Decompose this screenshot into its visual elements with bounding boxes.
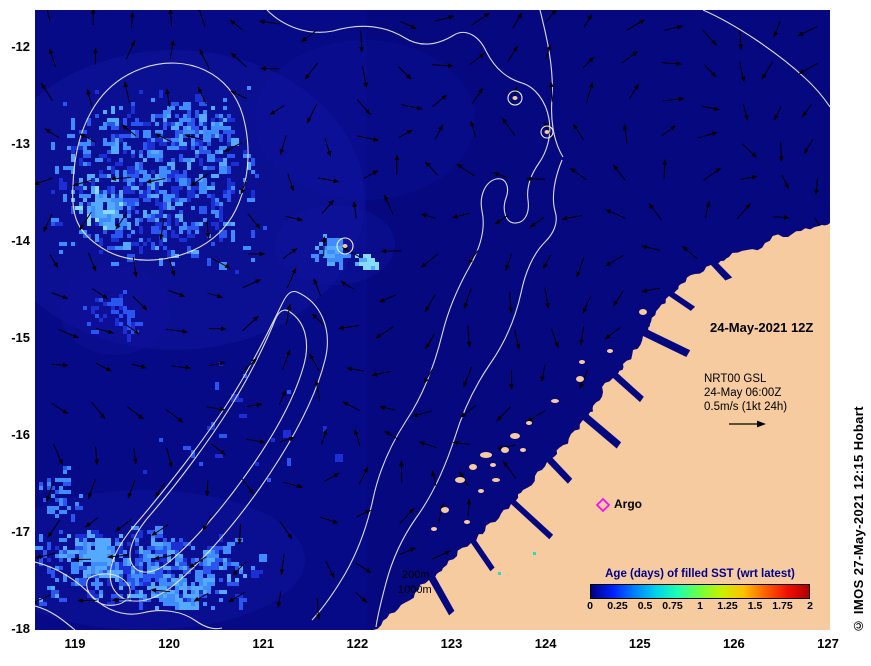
- y-tick-label: -13: [11, 136, 30, 151]
- bathymetry-contour: [109, 290, 328, 602]
- colorbar-tick-label: 1.75: [772, 600, 793, 612]
- reef-contour: [540, 125, 554, 139]
- colorbar-tick-label: 2: [807, 600, 813, 612]
- bathymetry-contour: [129, 309, 308, 573]
- x-tick-label: 125: [628, 636, 651, 651]
- x-tick-label: 126: [723, 636, 745, 651]
- velocity-scale-label: 0.5m/s (1kt 24h): [704, 401, 788, 413]
- mainland: [373, 223, 830, 630]
- island: [441, 507, 449, 513]
- x-tick-label: 119: [64, 636, 86, 651]
- bathymetry-contour: [266, 10, 551, 621]
- colorbar-tick-label: 1.25: [717, 600, 738, 612]
- island: [492, 478, 500, 482]
- island: [551, 399, 559, 403]
- x-tick-label: 122: [346, 636, 369, 651]
- model-datetime-label: 24-May 06:00Z: [704, 387, 782, 399]
- island: [490, 463, 496, 467]
- colorbar-tick-label: 1.5: [747, 600, 763, 612]
- model-name-label: NRT00 GSL: [704, 373, 767, 385]
- x-tick-label: 123: [440, 636, 463, 651]
- y-tick-label: -14: [11, 233, 30, 248]
- colorbar-gradient-bar: [590, 584, 810, 599]
- velocity-reference-arrowhead: [757, 420, 766, 428]
- colorbar-tick-label: 0: [587, 600, 593, 612]
- island: [464, 520, 470, 524]
- land-layer: [336, 90, 830, 630]
- argo-label: Argo: [614, 497, 642, 511]
- island: [607, 349, 613, 353]
- nearshore-speck: [498, 572, 501, 575]
- island: [455, 477, 465, 483]
- bathymetry-contour: [35, 561, 223, 630]
- island: [478, 489, 484, 493]
- bathymetry-contours-layer: [35, 10, 830, 630]
- reef-island: [342, 244, 348, 248]
- y-tick-label: -12: [11, 39, 30, 54]
- sst-age-patches-layer: [35, 86, 379, 610]
- map-datetime-label: 24-May-2021 12Z: [710, 320, 814, 335]
- nearshore-speck: [533, 552, 536, 555]
- x-tick-label: 127: [817, 636, 839, 651]
- island: [579, 360, 585, 364]
- x-tick-label: 120: [158, 636, 180, 651]
- island: [576, 376, 584, 382]
- current-vectors-layer: [35, 10, 825, 620]
- bathymetry-contour: [375, 159, 563, 628]
- bathymetry-contour: [86, 573, 131, 606]
- island: [526, 421, 532, 425]
- depth-1000m-label: 1000m: [398, 584, 432, 596]
- bathymetry-contour: [702, 10, 830, 108]
- x-tick-label: 121: [252, 636, 275, 651]
- map-markers-layer: [498, 420, 766, 575]
- island: [510, 433, 520, 439]
- bathymetry-contour: [72, 62, 249, 261]
- reef-contour: [507, 90, 523, 106]
- island: [469, 464, 477, 470]
- bathymetry-contour: [35, 605, 76, 630]
- reef-contour: [336, 237, 354, 255]
- island: [431, 527, 437, 531]
- colorbar-tick-label: 0.75: [662, 600, 683, 612]
- island: [639, 309, 647, 315]
- reef-island: [512, 96, 518, 100]
- colorbar-tick-label: 1: [697, 600, 703, 612]
- y-tick-label: -16: [11, 427, 30, 442]
- colorbar-tick-labels: 0 0.25 0.5 0.75 1 1.25 1.5 1.75 2: [587, 600, 813, 613]
- island: [501, 447, 509, 453]
- colorbar-tick-label: 0.25: [607, 600, 628, 612]
- island: [520, 448, 526, 452]
- copyright-stamp: © IMOS 27-May-2021 12:15 Hobart: [851, 406, 866, 634]
- colorbar-tick-label: 0.5: [637, 600, 653, 612]
- colorbar-title: Age (days) of filled SST (wrt latest): [605, 568, 795, 580]
- x-tick-label: 124: [534, 636, 557, 651]
- island: [480, 452, 492, 458]
- y-tick-label: -17: [11, 524, 30, 539]
- argo-float-marker: [595, 497, 611, 513]
- map-canvas: [35, 10, 830, 630]
- y-tick-label: -15: [11, 330, 30, 345]
- velocity-key: NRT00 GSL 24-May 06:00Z 0.5m/s (1kt 24h): [704, 372, 787, 414]
- y-tick-label: -18: [11, 621, 30, 636]
- reef-island: [544, 130, 550, 134]
- depth-200m-label: 200m: [402, 569, 430, 581]
